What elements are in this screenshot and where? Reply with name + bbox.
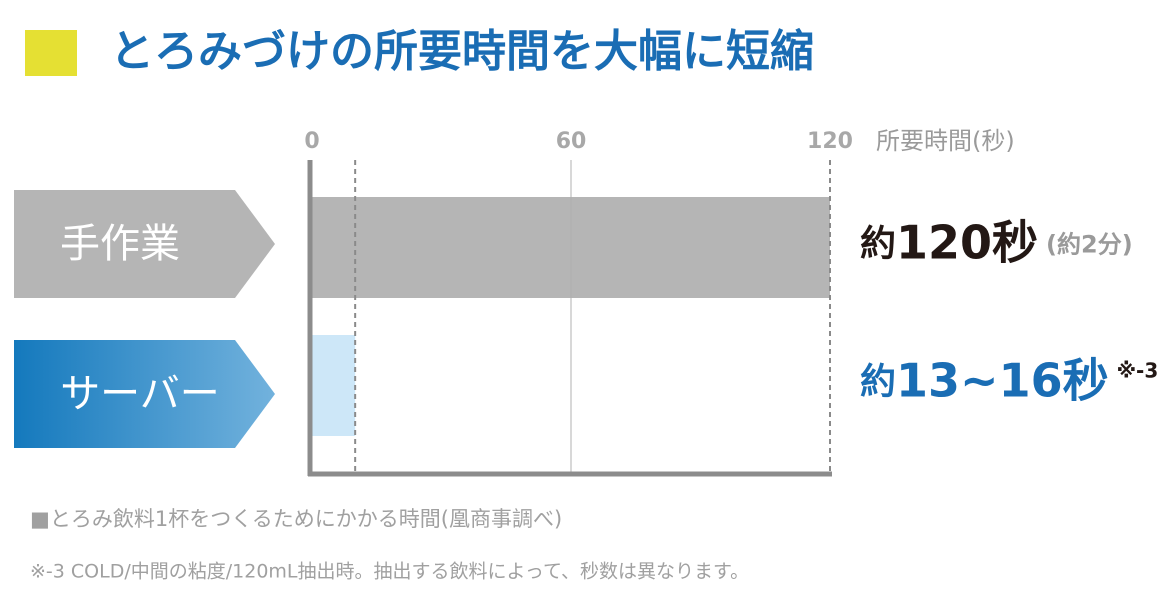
chart-title: とろみづけの所要時間を大幅に短縮 (110, 26, 814, 77)
value-main: 120秒 (896, 215, 1038, 269)
x-tick-label: 60 (556, 129, 587, 154)
value-note: (約2分) (1046, 231, 1133, 259)
value-prefix: 約 (860, 362, 896, 403)
x-tick-label: 120 (807, 129, 853, 154)
x-axis-label: 所要時間(秒) (876, 127, 1015, 155)
value-label: 約13~16秒 ※-3 (860, 353, 1158, 407)
category-label: サーバー (60, 371, 220, 417)
title-marker (25, 30, 77, 76)
value-label: 約120秒 (約2分) (860, 215, 1133, 269)
value-prefix: 約 (860, 224, 896, 265)
footnote: ■とろみ飲料1杯をつくるためにかかる時間(凰商事調べ) (30, 507, 562, 531)
x-tick-label: 0 (304, 129, 319, 154)
value-main: 13~16秒 (896, 353, 1109, 407)
value-note: ※-3 (1117, 358, 1159, 382)
footnote: ※-3 COLD/中間の粘度/120mL抽出時。抽出する飲料によって、秒数は異な… (30, 561, 749, 583)
category-tag (14, 190, 275, 298)
category-label: 手作業 (60, 221, 180, 267)
bar (312, 335, 356, 436)
category-tag (14, 340, 275, 448)
